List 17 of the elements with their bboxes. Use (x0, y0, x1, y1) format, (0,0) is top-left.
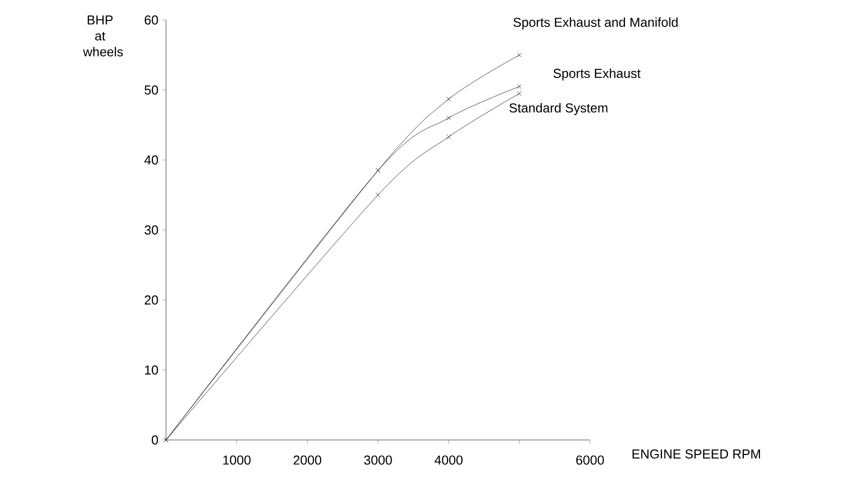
x-axis-title: ENGINE SPEED RPM (632, 449, 760, 459)
x-tick-label: 2000 (294, 456, 322, 465)
series-label: Sports Exhaust and Manifold (513, 17, 678, 30)
y-tick-label: 20 (144, 295, 158, 305)
y-axis-title: BHP at wheels (82, 16, 123, 56)
y-tick-label: 50 (144, 85, 158, 95)
text: Sports Exhaust (553, 68, 641, 81)
series-label: Standard System (509, 103, 608, 116)
x-tick-label: 1000 (223, 456, 251, 465)
x-tick-label: 6000 (576, 456, 604, 465)
y-tick-label: 60 (144, 15, 158, 25)
x-tick-label: 4000 (434, 456, 463, 465)
y-tick-label: 10 (145, 365, 158, 375)
y-tick-label: 30 (144, 225, 158, 235)
y-tick-label: 0 (152, 435, 158, 445)
y-tick-label: 40 (144, 155, 158, 165)
x-tick-label: 3000 (364, 456, 392, 465)
